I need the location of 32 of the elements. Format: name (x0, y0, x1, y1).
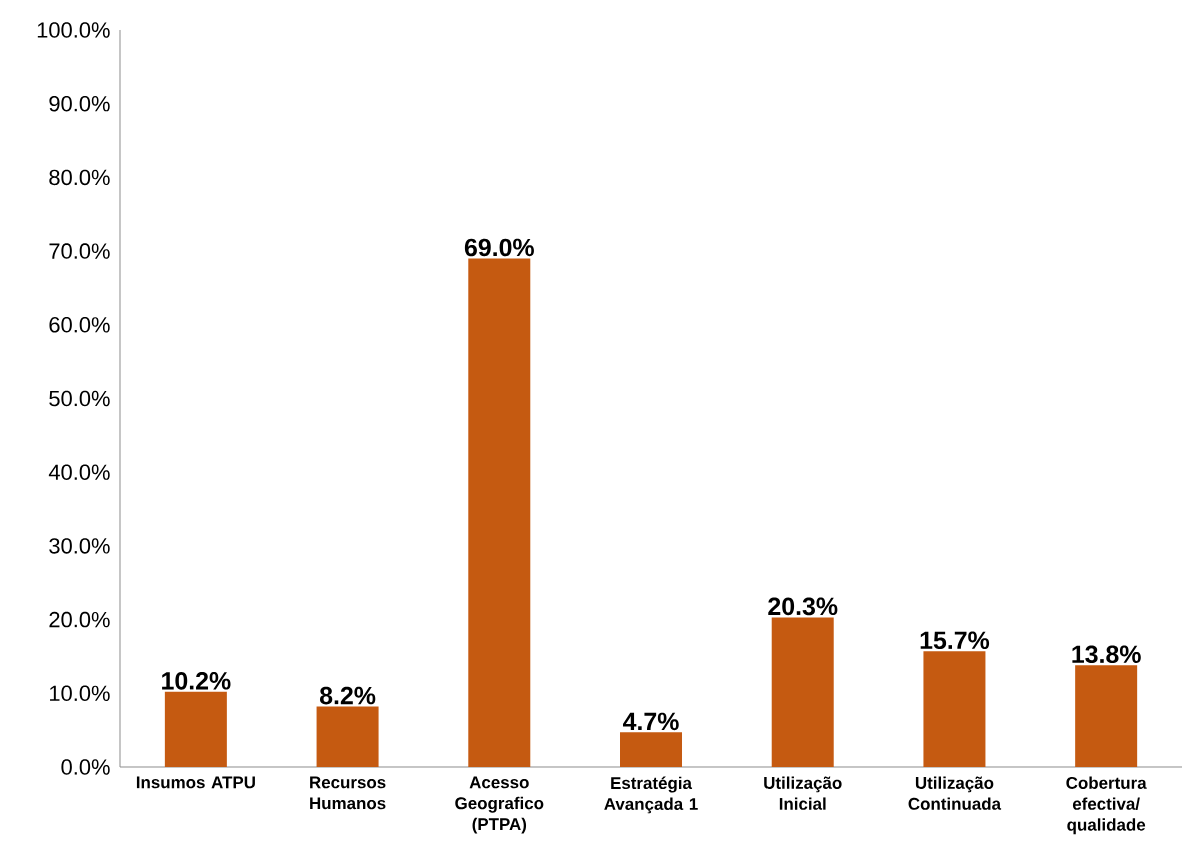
data-label: 15.7% (920, 631, 990, 650)
bar (771, 617, 834, 767)
y-tick-label: 70.0% (49, 243, 110, 259)
y-tick-label: 90.0% (49, 95, 110, 112)
data-label: 20.3% (768, 597, 838, 616)
y-tick-label: 100.0% (37, 22, 110, 38)
y-tick-label: 80.0% (49, 169, 110, 186)
bar (923, 651, 986, 767)
y-tick-label: 40.0% (48, 464, 110, 480)
y-tick-label: 0.0% (61, 759, 110, 775)
data-label: 69.0% (464, 238, 534, 257)
bar (316, 706, 379, 767)
bar (468, 258, 531, 767)
y-tick-label: 20.0% (49, 611, 110, 628)
bar (620, 732, 682, 767)
x-tick-label: Utilização Continuada (908, 776, 1002, 810)
x-tick-label: Acesso Geografico (PTPA) (455, 776, 544, 834)
y-tick-label: 60.0% (49, 317, 110, 333)
data-label: 13.8% (1072, 645, 1141, 664)
data-label: 4.7% (622, 712, 679, 731)
y-tick-label: 10.0% (50, 685, 110, 702)
x-tick-label: Utilização Inicial (764, 776, 842, 810)
x-tick-label: Cobertura efectiva/ qualidade (1066, 776, 1147, 835)
y-tick-label: 30.0% (49, 538, 110, 554)
x-tick-label: Recursos Humanos (310, 776, 386, 810)
bar (164, 691, 227, 767)
x-tick-label: Estratégia Avançada 1 (604, 776, 698, 814)
bar (1075, 665, 1138, 767)
data-label: 8.2% (319, 686, 376, 705)
x-tick-label: Insumos ATPU (136, 776, 255, 789)
data-label: 10.2% (162, 672, 231, 690)
y-tick-label: 50.0% (49, 390, 110, 407)
